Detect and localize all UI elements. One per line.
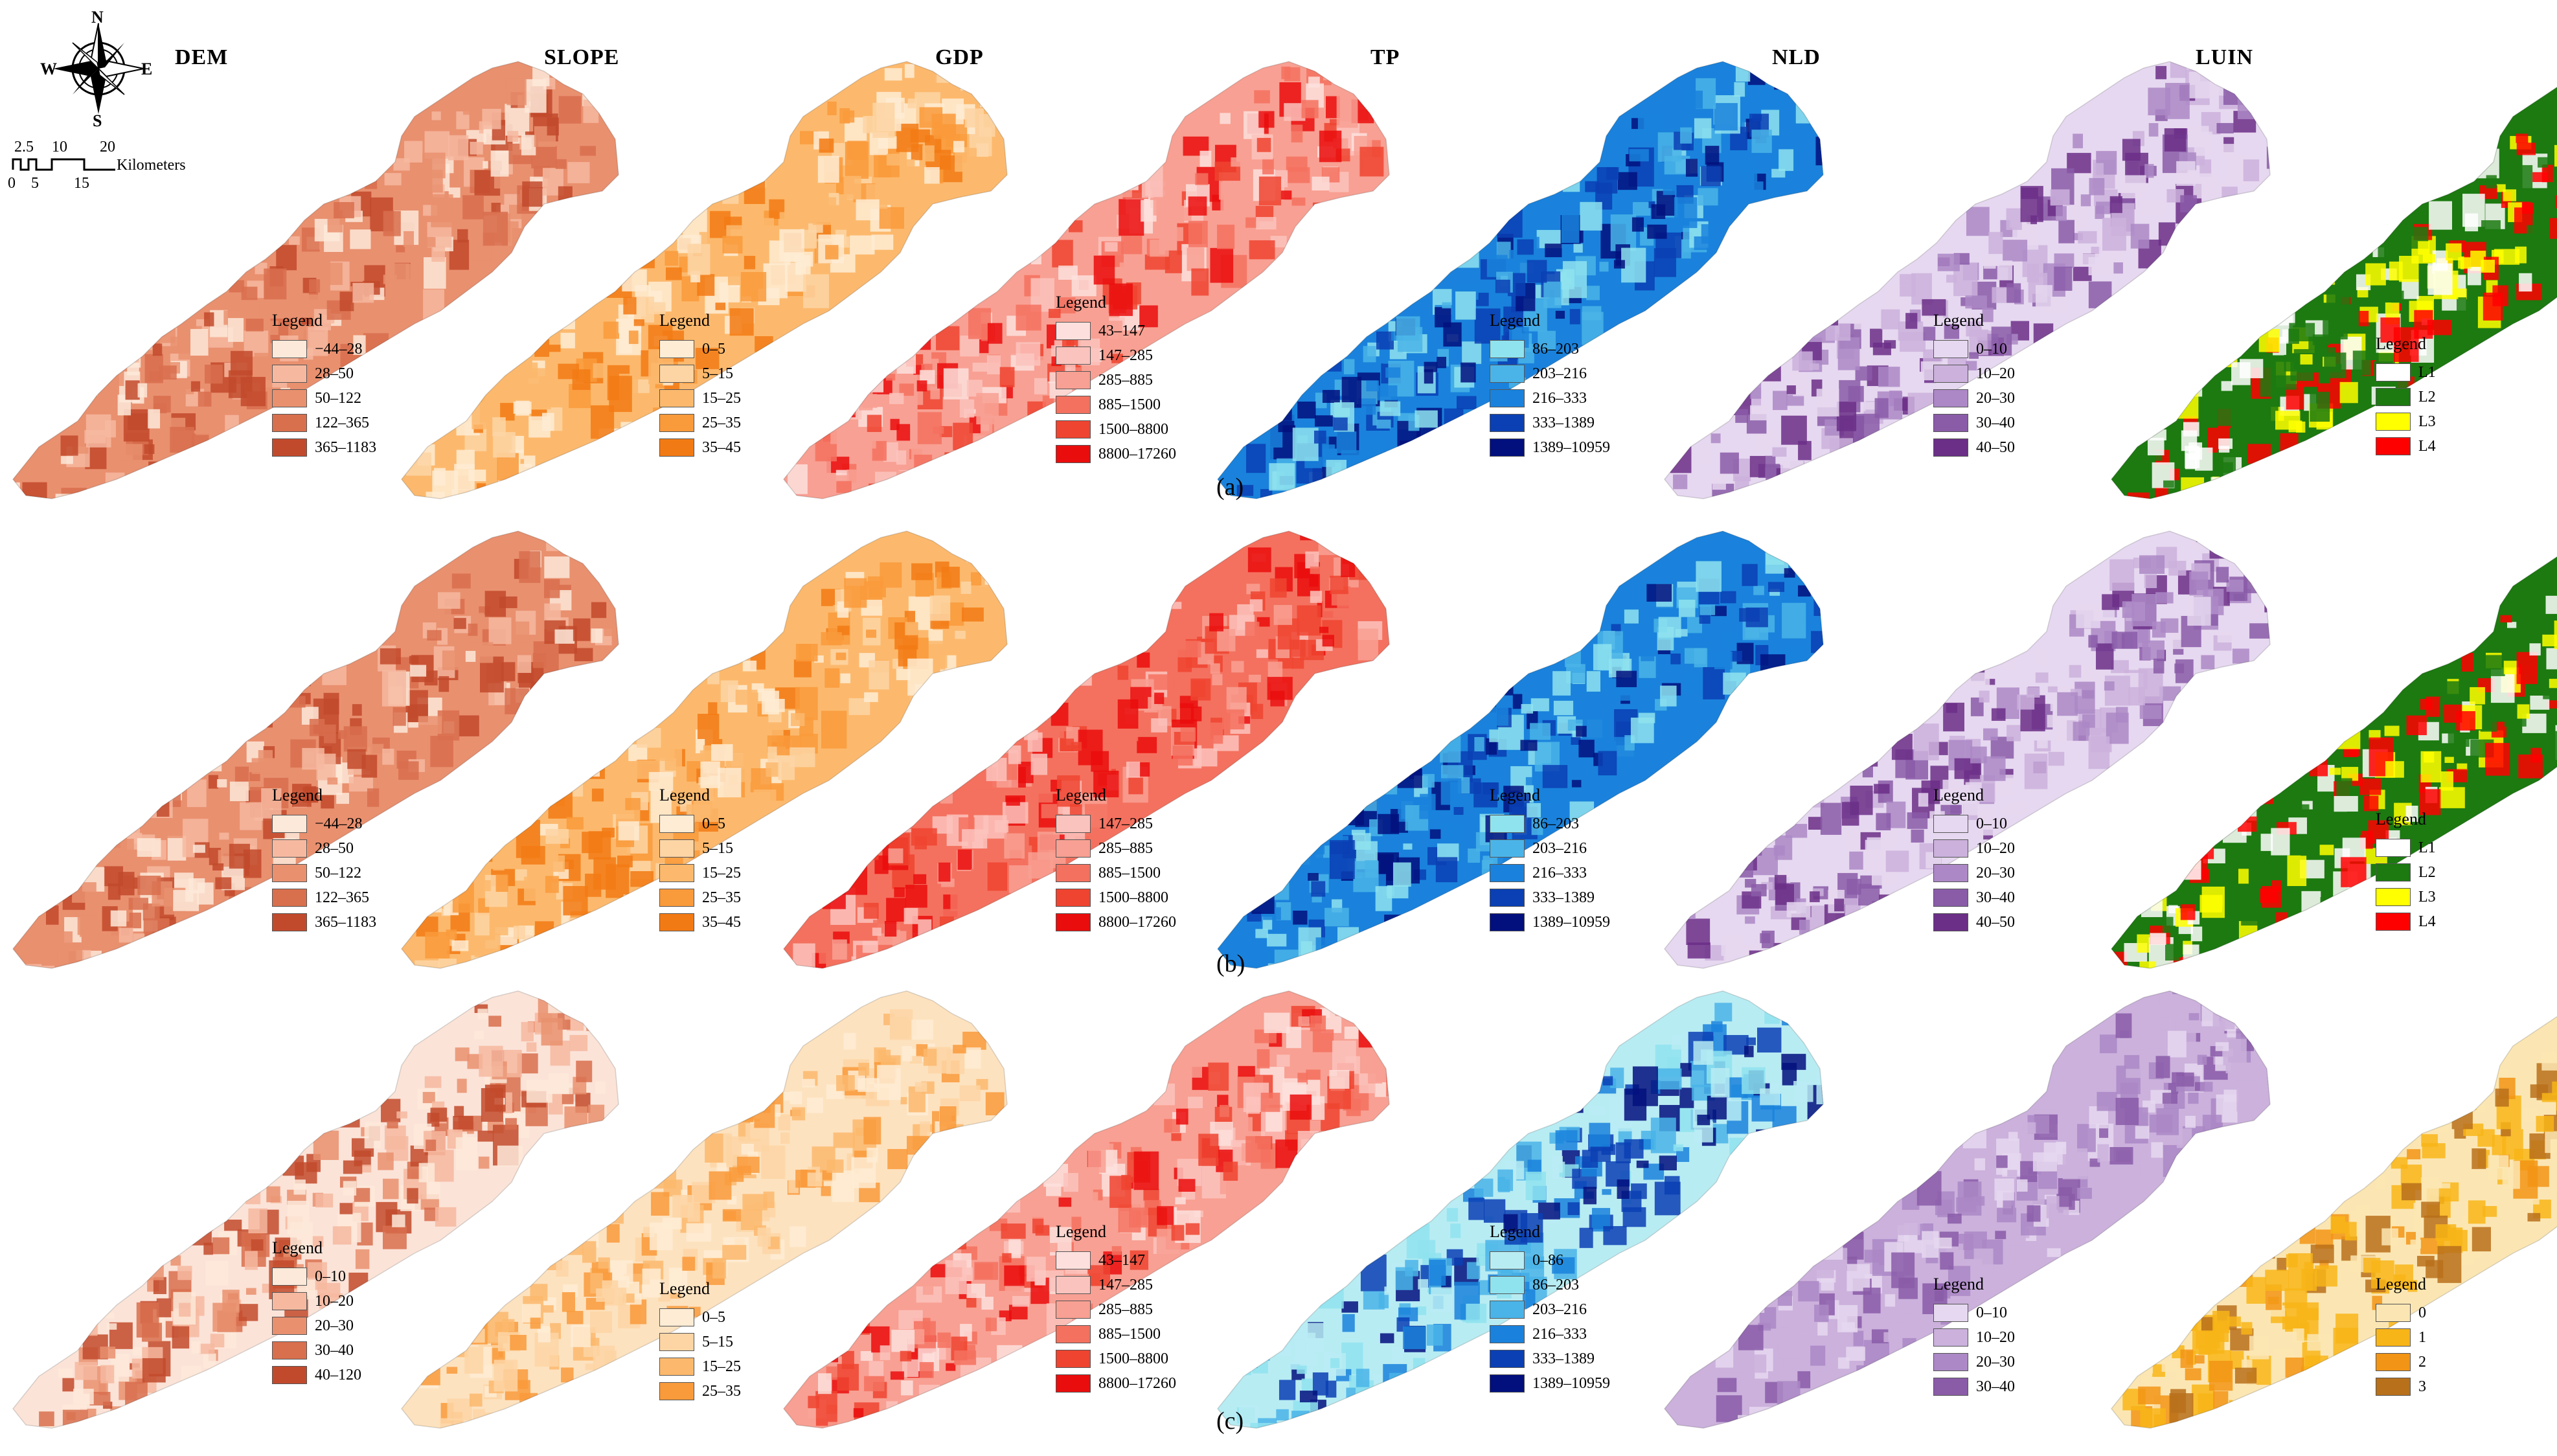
- scale-bar: [12, 158, 115, 171]
- map-b-dem: [13, 531, 619, 968]
- north-arrow: [53, 23, 144, 114]
- map-a-dem: [13, 62, 619, 499]
